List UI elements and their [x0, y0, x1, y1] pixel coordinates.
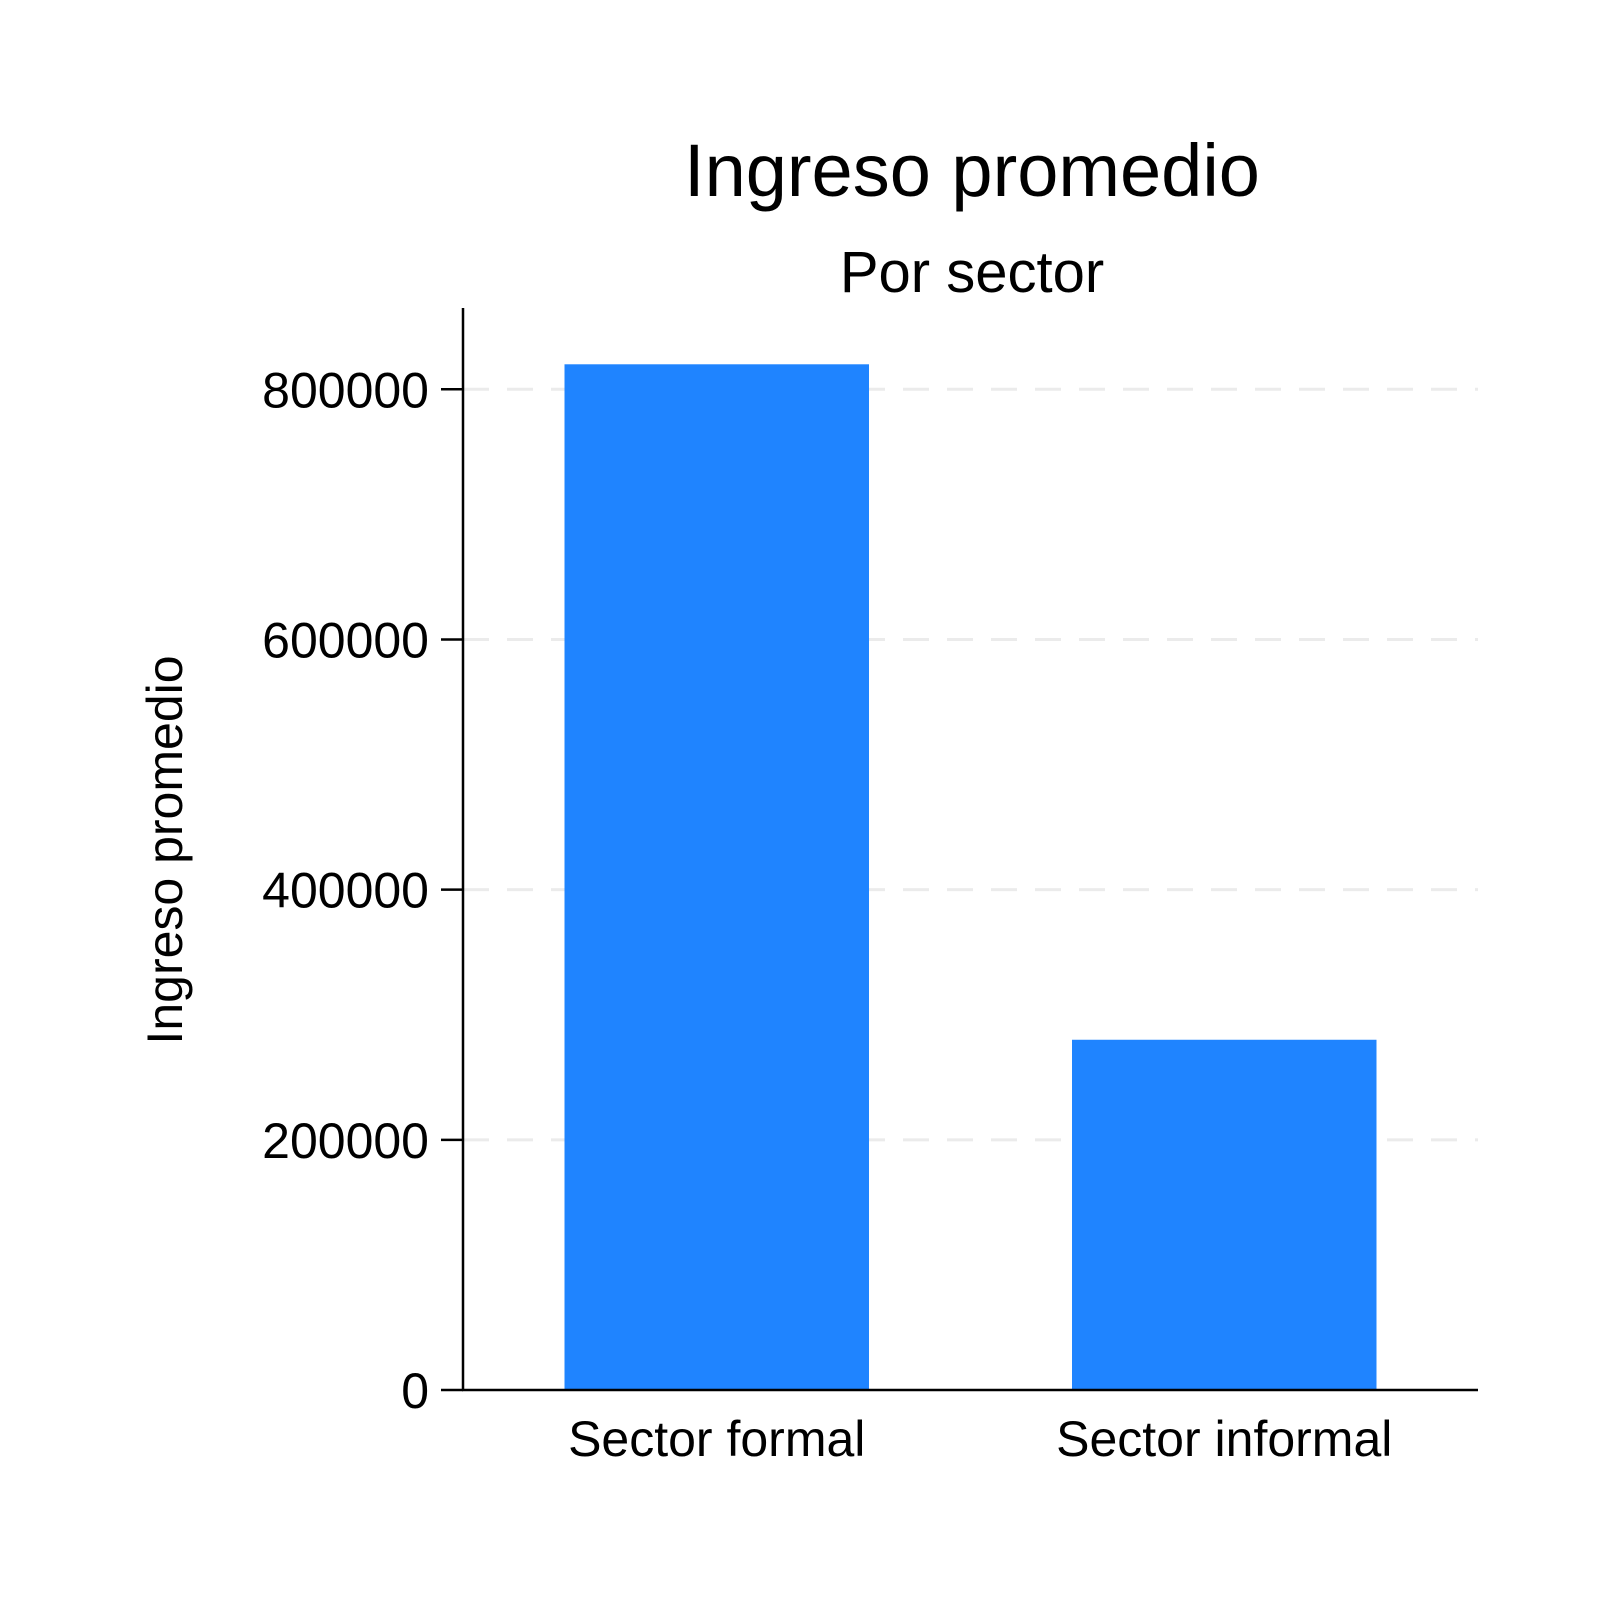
y-tick-label: 0: [401, 1363, 429, 1419]
chart-title: Ingreso promedio: [684, 129, 1260, 212]
chart-subtitle: Por sector: [840, 240, 1104, 305]
bar: [1072, 1039, 1377, 1390]
y-tick-label: 600000: [262, 612, 429, 668]
y-axis-title: Ingreso promedio: [137, 655, 193, 1044]
bar: [564, 364, 869, 1390]
axes: [441, 308, 1478, 1392]
y-tick-label: 400000: [262, 863, 429, 919]
bars: [564, 364, 1377, 1390]
tick-labels: Sector formal Sector informal 0 200000 40000…: [262, 362, 1392, 1467]
x-tick-label: Sector formal: [568, 1411, 865, 1467]
y-tick-label: 200000: [262, 1113, 429, 1169]
y-tick-label: 800000: [262, 362, 429, 418]
x-tick-label: Sector informal: [1056, 1411, 1392, 1467]
